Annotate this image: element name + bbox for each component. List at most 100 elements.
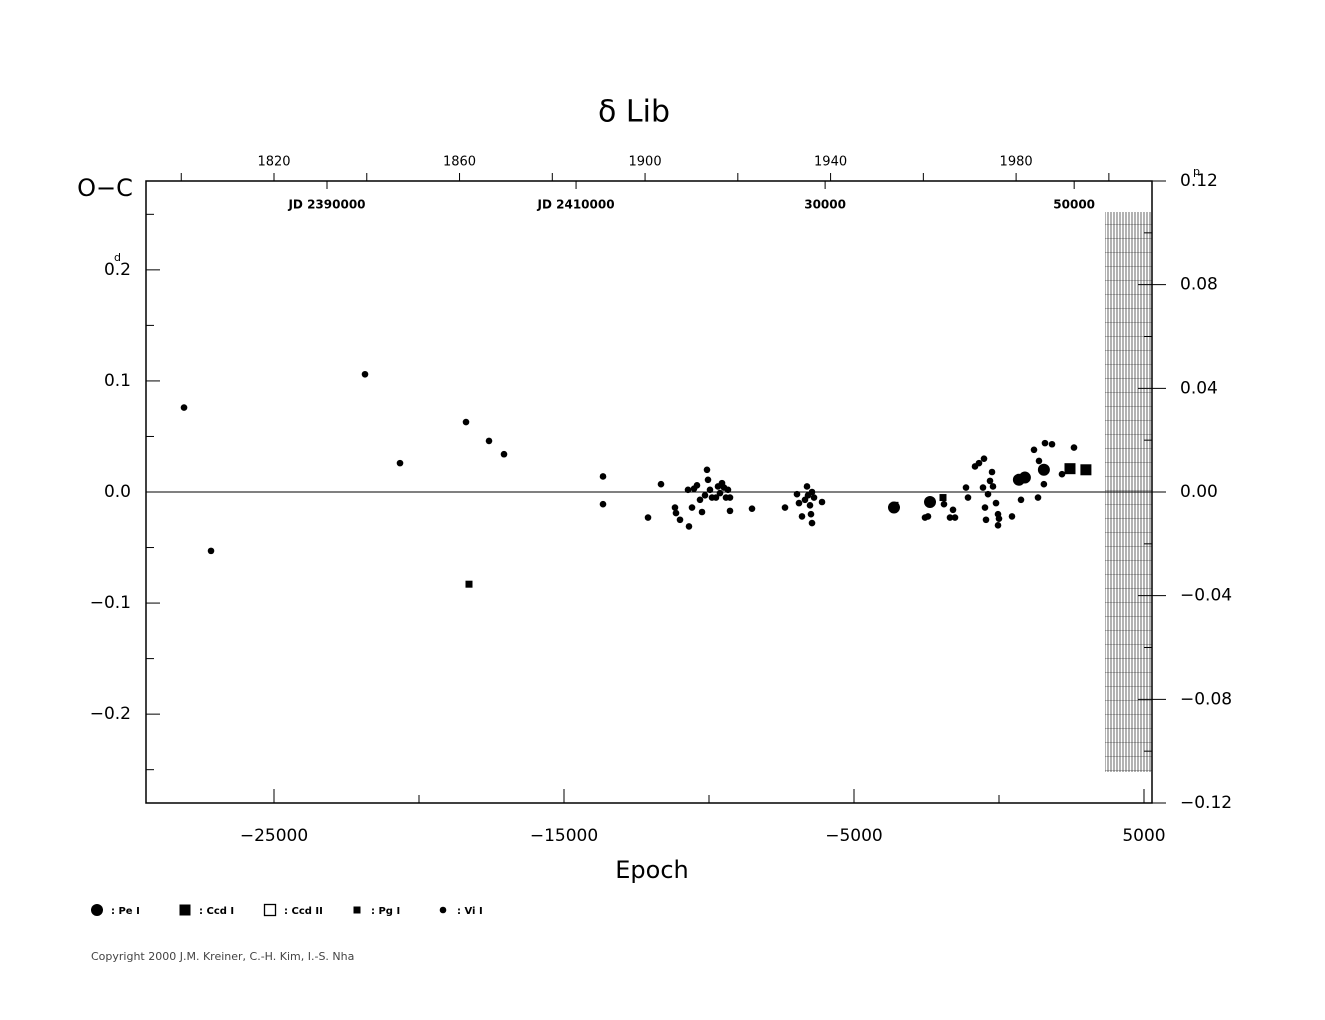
point [989,483,997,490]
chart-title: δ Lib [598,95,670,130]
point [1008,513,1016,520]
legend-marker [179,904,191,916]
point [724,486,732,494]
point [891,501,899,509]
point [726,494,734,501]
x2-tick-label: 1860 [443,155,476,170]
point [818,498,826,506]
point [1035,457,1043,465]
y2-tick-label: −0.04 [1180,586,1232,606]
point [644,514,652,521]
point [982,516,990,524]
legend-marker [439,906,447,914]
legend-label: : Ccd II [284,906,323,917]
y2-tick-label: 0.00 [1180,482,1218,502]
point [1064,463,1076,475]
point [781,504,789,511]
x-tick-label: 5000 [1122,826,1165,846]
x2-tick-label: 1900 [629,155,662,170]
point [808,488,816,496]
point [994,522,1002,529]
point [924,495,937,508]
legend-marker [91,904,103,916]
point [964,494,972,501]
point [701,492,709,499]
point [657,480,665,488]
x-tick-label: −25000 [240,826,308,846]
point [180,404,188,411]
y2-tick-label: 0.04 [1180,378,1218,398]
point [698,508,706,516]
x2-tick-label: 1980 [1000,155,1033,170]
point [1058,470,1066,478]
point [1080,464,1092,476]
point [704,476,712,484]
point [810,494,818,501]
point [988,468,996,476]
point [1040,480,1048,488]
point [1037,463,1050,476]
point [992,499,1000,507]
point [599,473,607,480]
point [207,547,215,555]
x3-tick-label: JD 2410000 [537,198,615,212]
point [962,484,970,491]
point [1018,471,1031,484]
y-tick-label: −0.1 [90,593,131,613]
point [986,477,994,485]
x-tick-label: −5000 [825,826,883,846]
point [1048,440,1056,448]
y-tick-label: 0.2 [104,260,131,280]
point [793,490,801,498]
legend-label: : Ccd I [199,906,234,917]
point [979,484,987,491]
x-tick-label: −15000 [530,826,598,846]
point [696,496,704,504]
y2-tick-label: −0.08 [1180,689,1232,709]
point [599,500,607,508]
point [798,513,806,520]
legend-label: : Vi I [457,906,483,917]
point [676,516,684,524]
x-axis-title: Epoch [615,856,689,884]
point [980,455,988,462]
point [671,504,679,511]
point [688,504,696,511]
point [706,486,714,494]
legend-marker [263,903,277,917]
x3-tick-label: 50000 [1053,198,1095,212]
y-tick-label: 0.0 [104,482,131,502]
point [1041,439,1049,447]
y2-unit: p [1193,165,1200,178]
point [685,523,693,530]
point [984,490,992,498]
point [949,506,957,514]
point [1030,446,1038,454]
y2-tick-label: 0.08 [1180,275,1218,295]
x2-tick-label: 1820 [257,155,290,170]
point [672,509,680,517]
legend-label: : Pg I [371,906,400,917]
point [693,482,701,489]
y2-tick-label: 0.12 [1180,171,1218,191]
point [795,499,803,507]
point [981,504,989,511]
y2-tick-label: −0.12 [1180,793,1232,813]
y-axis-title: O−C [77,174,133,202]
point [726,507,734,515]
x3-tick-label: 30000 [804,198,846,212]
point [1070,444,1078,451]
point [939,494,947,502]
y-tick-label: 0.1 [104,371,131,391]
point [808,519,816,527]
point [361,370,369,378]
point [995,515,1003,522]
copyright: Copyright 2000 J.M. Kreiner, C.-H. Kim, … [91,950,354,963]
point [465,580,473,588]
point [396,459,404,467]
point [803,483,811,490]
point [924,513,932,520]
point [500,450,508,458]
point [1017,496,1025,504]
